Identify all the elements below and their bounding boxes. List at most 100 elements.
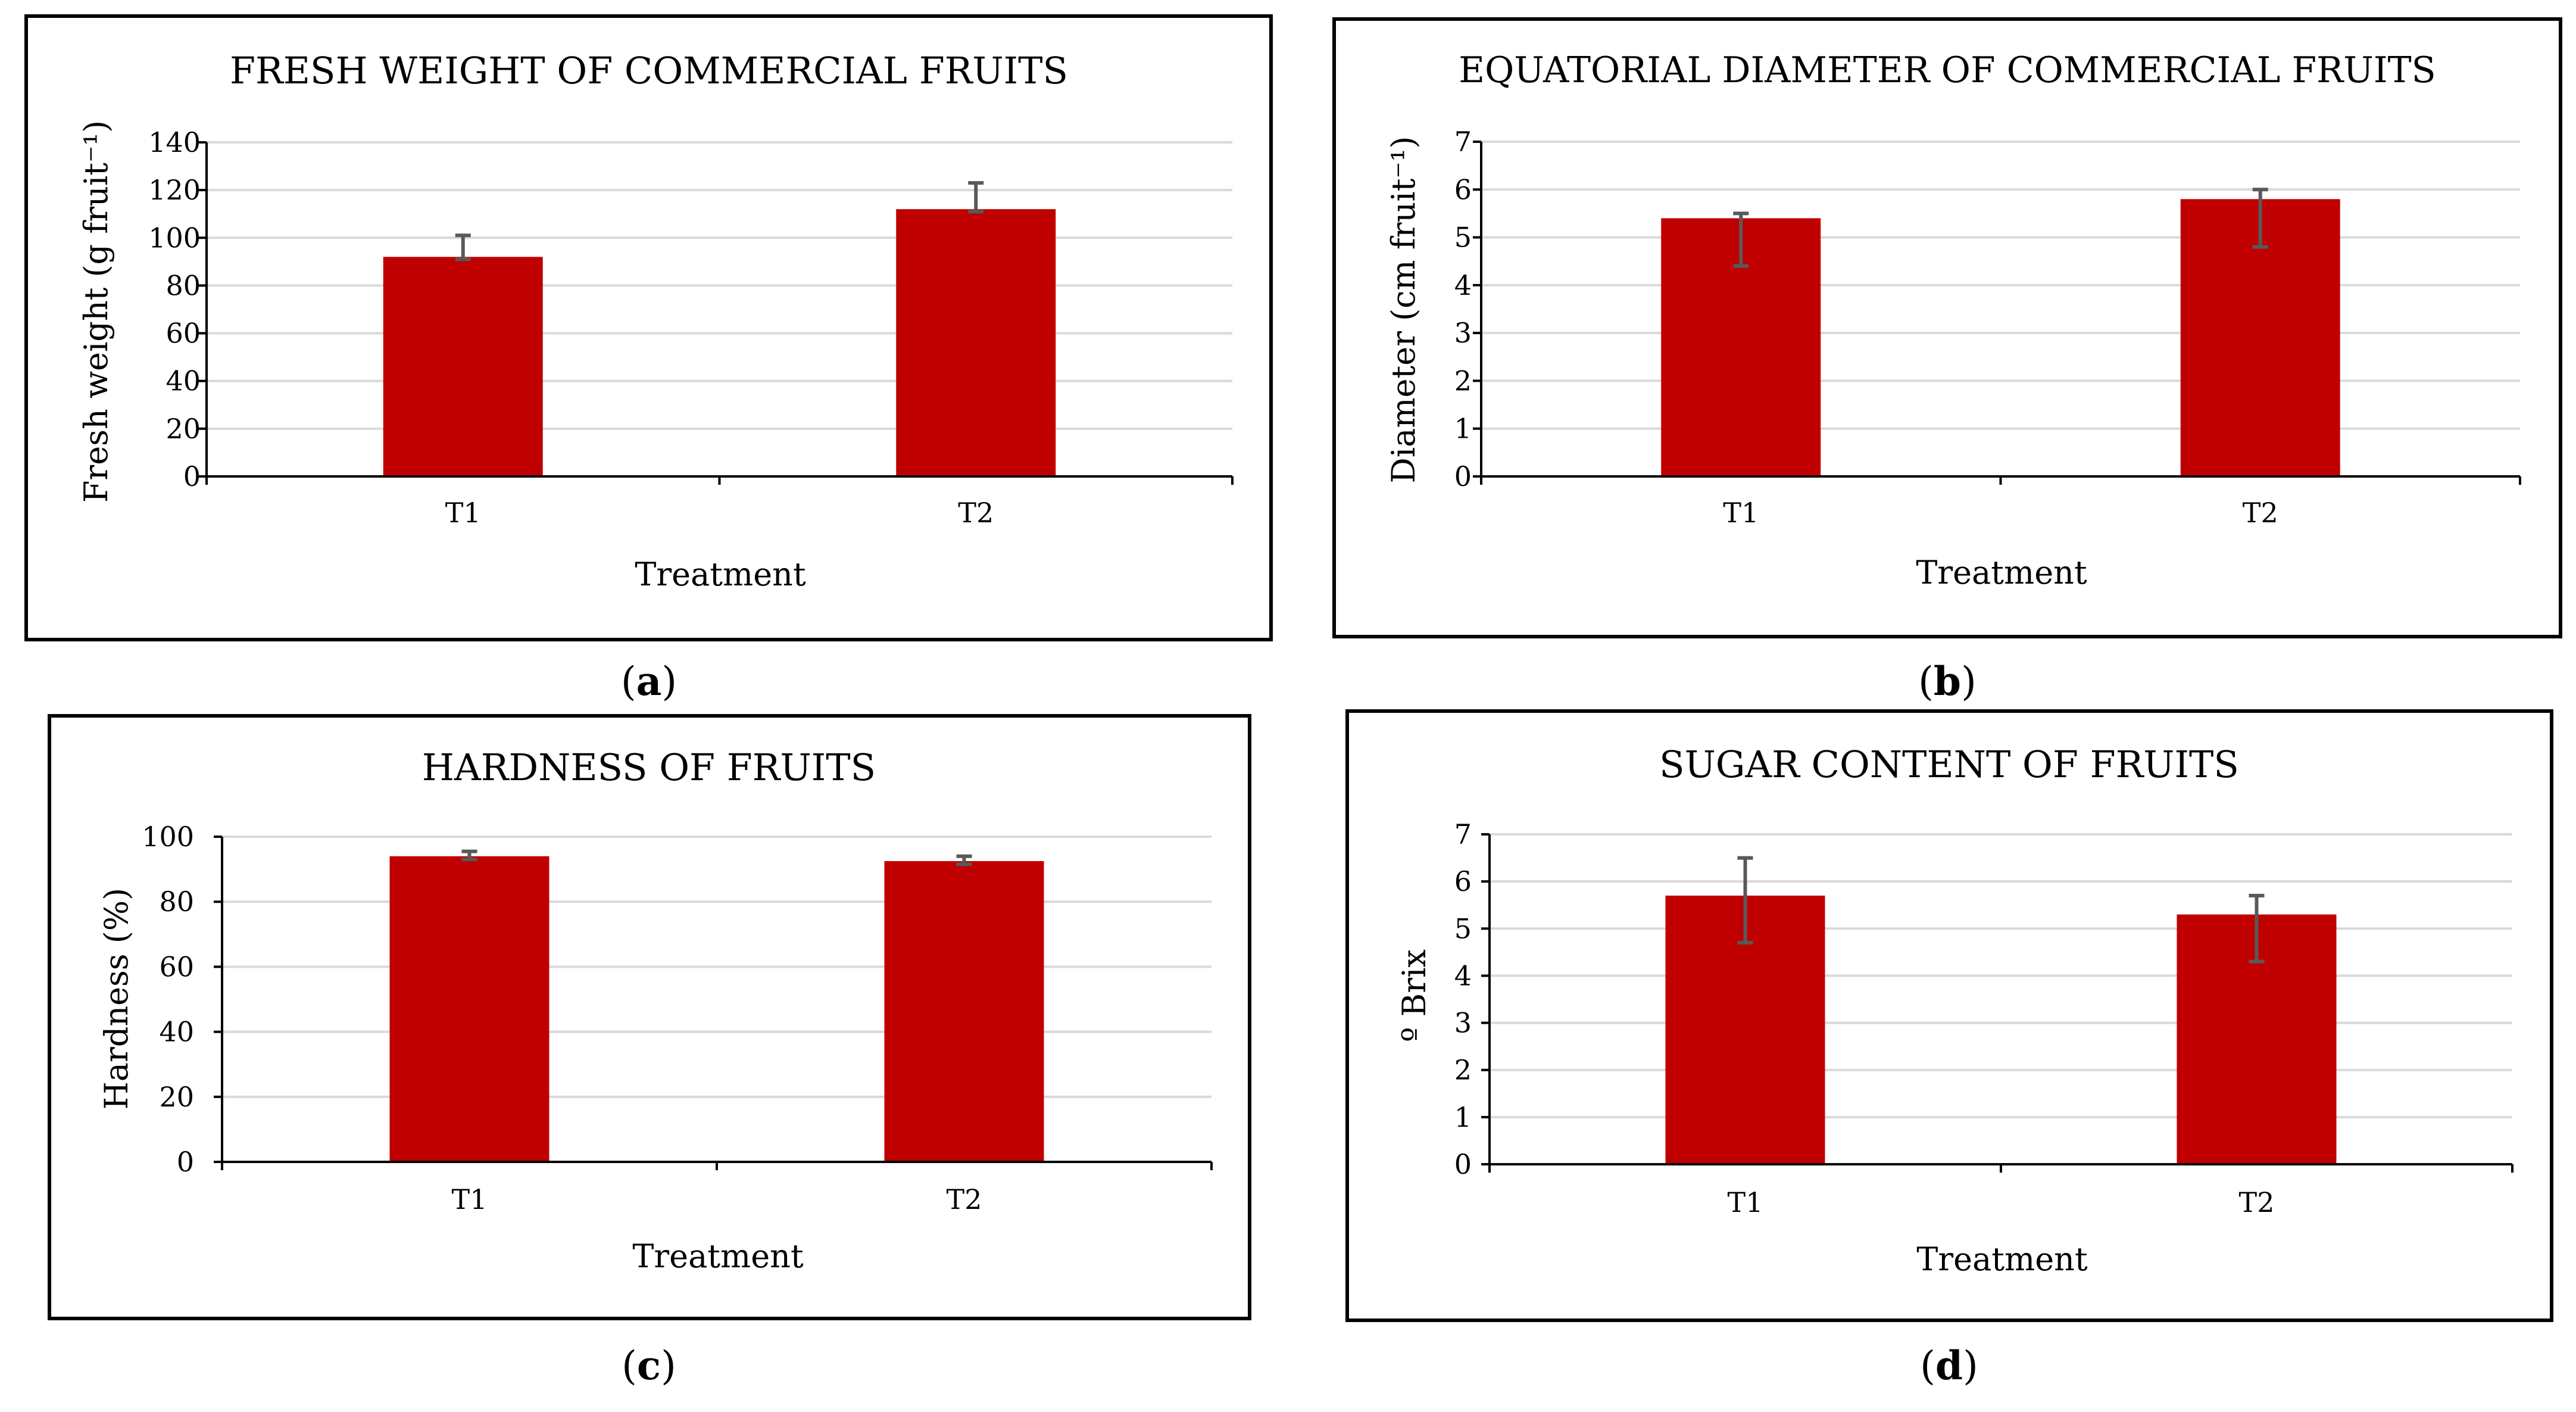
panel-b-ytick-label: 2 <box>1454 364 1472 397</box>
panel-d-xtick-labels: T1 T2 <box>1728 1186 2275 1218</box>
panel-d-title: SUGAR CONTENT OF FRUITS <box>1659 743 2239 786</box>
panel-a-ylabel: Fresh weight (g fruit⁻¹) <box>77 120 115 503</box>
panel-a-caption-letter: a <box>636 658 662 705</box>
panel-c-xtick-label: T2 <box>947 1183 982 1215</box>
panel-c-title: HARDNESS OF FRUITS <box>422 746 876 789</box>
panel-a-xtick-label: T1 <box>445 497 481 529</box>
panel-c-ytick-labels: 0 20 40 60 80 100 <box>142 821 194 1178</box>
panel-d-ytick-label: 0 <box>1454 1148 1472 1180</box>
panel-d-ytick-label: 1 <box>1454 1101 1472 1133</box>
panel-a-ytick-label: 120 <box>148 174 201 206</box>
panel-a-frame <box>24 14 1273 641</box>
panel-d-error-bars <box>1737 856 2265 964</box>
panel-c-ytick-label: 100 <box>142 821 194 853</box>
panel-c-caption: (c) <box>622 1342 676 1389</box>
panel-a: FRESH WEIGHT OF COMMERCIAL FRUITS 0 20 40 6… <box>24 14 1273 705</box>
panel-d-caption: (d) <box>1920 1342 1978 1389</box>
panel-d-xtick-label: T1 <box>1728 1186 1763 1218</box>
panel-b-ytick-label: 4 <box>1454 269 1472 301</box>
panel-d-ytick-label: 5 <box>1454 912 1472 945</box>
panel-b-ytick-label: 5 <box>1454 222 1472 254</box>
panel-b-ylabel: Diameter (cm fruit⁻¹) <box>1385 136 1422 483</box>
panel-a-ytick-label: 60 <box>166 317 201 350</box>
panel-c-frame <box>48 714 1251 1320</box>
panel-d-gridlines <box>1490 833 2512 1118</box>
panel-d-ytick-label: 2 <box>1454 1054 1472 1086</box>
panel-b-xtick-label: T1 <box>1723 497 1759 529</box>
panel-c-ytick-label: 60 <box>159 950 194 983</box>
panel-b-axes <box>1473 141 2521 485</box>
panel-b-frame <box>1332 17 2562 638</box>
panel-c-xtick-labels: T1 T2 <box>452 1183 982 1215</box>
panel-b-xlabel: Treatment <box>1916 554 2087 591</box>
panel-c-ytick-label: 20 <box>159 1081 194 1113</box>
panel-d-frame <box>1345 709 2553 1322</box>
panel-d: SUGAR CONTENT OF FRUITS 0 1 2 3 4 5 6 7 T1 T2 Tr… <box>1345 709 2553 1389</box>
panel-b: EQUATORIAL DIAMETER OF COMMERCIAL FRUITS… <box>1332 17 2562 705</box>
panel-c-bars <box>389 856 1044 1162</box>
panel-c-bar-t1 <box>389 856 549 1162</box>
panel-b-xtick-labels: T1 T2 <box>1723 497 2278 529</box>
panel-a-ytick-label: 80 <box>166 269 201 301</box>
panel-a-xlabel: Treatment <box>635 556 806 593</box>
panel-d-ytick-label: 3 <box>1454 1007 1472 1039</box>
panel-a-xtick-label: T2 <box>958 497 994 529</box>
panel-c-caption-open: ( <box>622 1343 637 1389</box>
panel-b-ytick-label: 6 <box>1454 173 1472 205</box>
panel-b-ytick-label: 3 <box>1454 317 1472 349</box>
panel-c-ylabel: Hardness (%) <box>98 888 135 1109</box>
panel-a-ytick-label: 0 <box>183 460 201 493</box>
panel-a-title: FRESH WEIGHT OF COMMERCIAL FRUITS <box>230 49 1068 92</box>
panel-b-title: EQUATORIAL DIAMETER OF COMMERCIAL FRUITS <box>1459 49 2436 91</box>
panel-d-caption-open: ( <box>1920 1343 1935 1389</box>
panel-d-axes <box>1481 833 2513 1173</box>
panel-c-gridlines <box>222 836 1211 1098</box>
panel-b-ytick-labels: 0 1 2 3 4 5 6 7 <box>1454 126 1472 493</box>
panel-b-ytick-label: 7 <box>1454 126 1472 158</box>
panel-a-bar-t1 <box>383 257 543 476</box>
panel-d-xlabel: Treatment <box>1916 1240 2088 1278</box>
panel-a-ytick-label: 100 <box>148 222 201 254</box>
panel-a-bar-t2 <box>896 209 1056 476</box>
panel-d-caption-close: ) <box>1963 1343 1978 1389</box>
panel-a-caption-close: ) <box>661 659 677 705</box>
panel-b-ytick-label: 0 <box>1454 460 1472 493</box>
panel-b-caption-open: ( <box>1918 659 1934 705</box>
panel-c-xtick-label: T1 <box>452 1183 488 1215</box>
panel-a-ytick-labels: 0 20 40 60 80 100 120 140 <box>148 126 201 493</box>
panel-b-caption-letter: b <box>1934 658 1961 705</box>
panel-c-bar-t2 <box>884 861 1044 1162</box>
panel-a-caption-open: ( <box>621 659 636 705</box>
panel-a-ytick-label: 140 <box>148 126 201 158</box>
panel-c-caption-close: ) <box>661 1343 676 1389</box>
panel-b-ytick-label: 1 <box>1454 413 1472 445</box>
panel-a-ytick-label: 40 <box>166 365 201 397</box>
panel-c: HARDNESS OF FRUITS 0 20 40 60 80 100 T1 T2 Tre… <box>48 714 1251 1389</box>
panel-a-ytick-label: 20 <box>166 413 201 445</box>
panel-c-caption-letter: c <box>637 1342 661 1389</box>
panel-d-ytick-label: 6 <box>1454 865 1472 897</box>
panel-c-ytick-label: 80 <box>159 886 194 918</box>
panel-c-ytick-label: 40 <box>159 1016 194 1048</box>
panel-c-axes <box>214 836 1213 1170</box>
panel-a-xtick-labels: T1 T2 <box>445 497 994 529</box>
panel-a-error-bars <box>455 181 984 261</box>
panel-b-caption-close: ) <box>1961 659 1977 705</box>
panel-d-ytick-labels: 0 1 2 3 4 5 6 7 <box>1454 818 1472 1180</box>
panel-b-gridlines <box>1481 141 2520 430</box>
panel-a-bars <box>383 209 1056 476</box>
panel-d-ytick-label: 7 <box>1454 818 1472 850</box>
panel-a-axes <box>198 141 1234 485</box>
panel-a-caption: (a) <box>621 658 677 705</box>
panel-d-xtick-label: T2 <box>2239 1186 2275 1218</box>
panel-c-error-bars <box>461 849 972 866</box>
panel-b-xtick-label: T2 <box>2243 497 2278 529</box>
panel-d-ylabel: º Brix <box>1395 949 1433 1042</box>
panel-b-caption: (b) <box>1918 658 1977 705</box>
panel-a-gridlines <box>207 141 1232 430</box>
panel-c-ytick-label: 0 <box>177 1146 194 1178</box>
panel-c-xlabel: Treatment <box>632 1238 804 1275</box>
panel-b-error-bars <box>1733 188 2268 268</box>
panel-d-ytick-label: 4 <box>1454 959 1472 992</box>
